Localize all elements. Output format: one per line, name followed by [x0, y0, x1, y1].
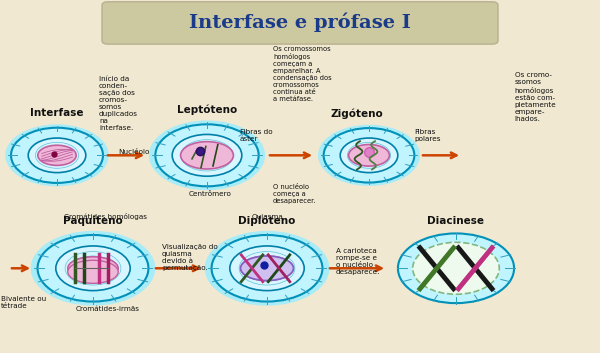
Text: O nucléolo
começa a
desaparecer.: O nucléolo começa a desaparecer. [273, 184, 317, 204]
Ellipse shape [413, 242, 499, 294]
Text: Os cromossomos
homólogos
começam a
emparelhar. A
condensação dos
cromossomos
con: Os cromossomos homólogos começam a empar… [273, 46, 332, 102]
Text: Cromátides homólogas: Cromátides homólogas [64, 213, 146, 220]
Ellipse shape [11, 128, 103, 183]
Ellipse shape [28, 138, 86, 173]
Text: Zigóteno: Zigóteno [331, 108, 383, 119]
Ellipse shape [149, 120, 265, 190]
Ellipse shape [38, 235, 148, 301]
Ellipse shape [5, 124, 109, 186]
Ellipse shape [230, 246, 304, 291]
Text: Paquiteno: Paquiteno [63, 216, 123, 226]
Text: Centrômero: Centrômero [188, 191, 232, 197]
Ellipse shape [68, 260, 118, 283]
Text: Diacinese: Diacinese [427, 216, 485, 226]
Ellipse shape [181, 142, 233, 169]
Ellipse shape [68, 257, 118, 280]
Ellipse shape [241, 256, 293, 281]
Text: Fibras do
áster: Fibras do áster [240, 130, 272, 142]
Text: Bivalente ou
tétrade: Bivalente ou tétrade [1, 297, 46, 310]
Text: Nucléolo: Nucléolo [119, 149, 150, 155]
Text: Quiasma: Quiasma [251, 214, 283, 220]
Text: Fibras
polares: Fibras polares [414, 130, 440, 142]
Ellipse shape [155, 124, 259, 186]
Text: Cromátides-irmãs: Cromátides-irmãs [76, 306, 140, 312]
Text: Início da
conden-
sação dos
cromos-
somos
duplicados
na
interfase.: Início da conden- sação dos cromos- somo… [99, 76, 138, 131]
Ellipse shape [56, 246, 130, 291]
Ellipse shape [38, 145, 76, 166]
Text: A carioteca
rompe-se e
o nucléolo
desaparece.: A carioteca rompe-se e o nucléolo desapa… [336, 248, 380, 275]
Ellipse shape [241, 256, 293, 281]
Text: Diplóteno: Diplóteno [238, 216, 296, 226]
Ellipse shape [172, 134, 242, 176]
Ellipse shape [205, 231, 329, 306]
Ellipse shape [323, 128, 415, 183]
Text: Visualização do
quiasma
devido à
permutação.: Visualização do quiasma devido à permuta… [162, 244, 218, 271]
Ellipse shape [398, 233, 514, 303]
Text: Interfase e prófase I: Interfase e prófase I [189, 13, 411, 32]
Ellipse shape [212, 235, 322, 301]
Text: Os cromo-
ssomos
homólogos
estão com-
pletamente
empare-
lhados.: Os cromo- ssomos homólogos estão com- pl… [515, 72, 557, 121]
Ellipse shape [31, 231, 155, 306]
Ellipse shape [349, 144, 389, 166]
Text: Interfase: Interfase [30, 108, 84, 119]
FancyBboxPatch shape [102, 2, 498, 44]
Ellipse shape [340, 138, 398, 173]
Ellipse shape [318, 125, 420, 186]
Text: Leptóteno: Leptóteno [177, 105, 237, 115]
